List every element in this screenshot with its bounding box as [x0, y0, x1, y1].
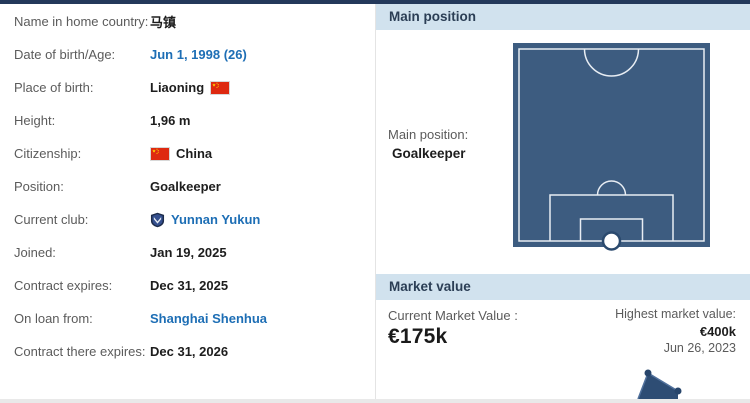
- info-label: Joined:: [14, 245, 56, 260]
- main-position-content: Main position: Goalkeeper: [376, 30, 750, 264]
- info-value: 1,96 m: [150, 113, 191, 128]
- info-value: Jan 19, 2025: [150, 245, 227, 260]
- info-row-citizenship: Citizenship: China: [0, 137, 374, 170]
- info-row-contract-expires: Contract expires: Dec 31, 2025: [0, 269, 374, 302]
- info-value: China: [150, 146, 212, 161]
- info-value: 马镇: [150, 15, 177, 30]
- date-of-birth-link[interactable]: Jun 1, 1998 (26): [150, 47, 247, 62]
- goalkeeper-position-marker: [601, 231, 622, 251]
- info-label: Height:: [14, 113, 56, 128]
- china-flag-icon: [150, 146, 170, 161]
- info-row-on-loan-from: On loan from: Shanghai Shenhua: [0, 302, 374, 335]
- market-value-mini-chart-icon[interactable]: [634, 367, 694, 400]
- highest-market-value-date: Jun 26, 2023: [663, 341, 736, 355]
- info-row-contract-there-expires: Contract there expires: Dec 31, 2026: [0, 335, 374, 368]
- market-value-header: Market value: [376, 274, 750, 300]
- top-accent-bar: [0, 0, 750, 4]
- info-value: Dec 31, 2026: [150, 344, 229, 359]
- info-label: Date of birth/Age:: [14, 47, 116, 62]
- info-label: Contract there expires:: [14, 344, 146, 359]
- highest-market-value-label: Highest market value:: [615, 307, 736, 321]
- china-flag-icon: [210, 80, 231, 95]
- player-info-panel: Name in home country: 马镇 Date of birth/A…: [0, 5, 374, 368]
- current-club-link[interactable]: Yunnan Yukun: [171, 212, 261, 227]
- main-position-value: Goalkeeper: [392, 146, 466, 161]
- info-row-place-of-birth: Place of birth: Liaoning: [0, 71, 374, 104]
- info-value: Dec 31, 2025: [150, 278, 229, 293]
- current-market-value: €175k: [388, 325, 448, 348]
- highest-market-value: €400k: [699, 324, 736, 339]
- info-label: Contract expires:: [14, 278, 113, 293]
- info-value: Liaoning: [150, 80, 231, 95]
- info-row-joined: Joined: Jan 19, 2025: [0, 236, 374, 269]
- info-label: Place of birth:: [14, 80, 94, 95]
- current-market-value-block: Current Market Value : €175k: [388, 308, 518, 349]
- info-label: Position:: [14, 179, 64, 194]
- right-column: Main position Main position: Goalkeeper …: [375, 4, 750, 400]
- main-position-label: Main position:: [388, 127, 469, 142]
- club-badge-icon[interactable]: [150, 212, 165, 228]
- loan-club-link[interactable]: Shanghai Shenhua: [150, 311, 268, 326]
- football-pitch-icon: [513, 43, 710, 255]
- info-label: Current club:: [14, 212, 89, 227]
- info-row-height: Height: 1,96 m: [0, 104, 374, 137]
- market-value-content: Current Market Value : €175k Highest mar…: [376, 300, 750, 400]
- info-label: Name in home country:: [14, 14, 149, 29]
- highest-market-value-block: Highest market value: €400k Jun 26, 2023: [615, 306, 736, 357]
- market-value-section: Market value Current Market Value : €175…: [376, 274, 750, 400]
- info-row-current-club: Current club: Yunnan Yukun: [0, 203, 374, 236]
- info-row-date-of-birth: Date of birth/Age: Jun 1, 1998 (26): [0, 38, 374, 71]
- info-label: On loan from:: [14, 311, 93, 326]
- info-value: Goalkeeper: [150, 179, 221, 194]
- info-row-position: Position: Goalkeeper: [0, 170, 374, 203]
- bottom-divider-strip: [0, 399, 750, 403]
- info-row-name-home-country: Name in home country: 马镇: [0, 5, 374, 38]
- info-value: Yunnan Yukun: [150, 212, 260, 228]
- current-market-value-label: Current Market Value :: [388, 308, 518, 323]
- main-position-header: Main position: [376, 4, 750, 30]
- info-label: Citizenship:: [14, 146, 82, 161]
